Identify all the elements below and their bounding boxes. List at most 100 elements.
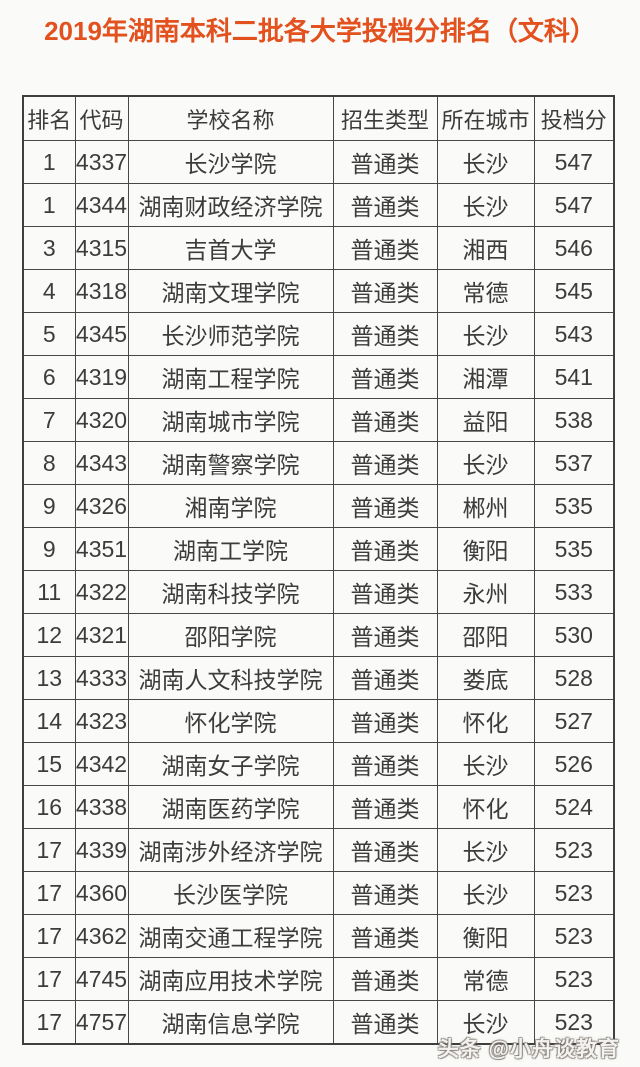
cell-rank: 16 [22,785,76,829]
cell-city: 衡阳 [436,914,535,958]
cell-city: 长沙 [436,742,535,786]
column-header: 招生类型 [332,95,438,141]
cell-rank: 17 [22,914,76,958]
cell-code: 4323 [74,699,129,743]
column-header: 所在城市 [436,95,535,141]
cell-score: 528 [533,656,615,700]
cell-rank: 1 [22,140,76,184]
cell-school: 湘南学院 [127,484,334,528]
cell-rank: 17 [22,1000,76,1045]
table-row: 9 4326 湘南学院 普通类 郴州 535 [22,484,615,528]
cell-city: 永州 [436,570,535,614]
cell-city: 长沙 [436,871,535,915]
cell-type: 普通类 [332,441,438,485]
cell-code: 4351 [74,527,129,571]
cell-score: 547 [533,183,615,227]
cell-type: 普通类 [332,226,438,270]
cell-city: 怀化 [436,785,535,829]
cell-school: 湖南工学院 [127,527,334,571]
cell-school: 湖南警察学院 [127,441,334,485]
table-row: 16 4338 湖南医药学院 普通类 怀化 524 [22,785,615,829]
cell-rank: 12 [22,613,76,657]
table-header-row: 排名 代码 学校名称 招生类型 所在城市 投档分 [22,95,615,141]
cell-type: 普通类 [332,570,438,614]
cell-city: 湘西 [436,226,535,270]
cell-city: 长沙 [436,441,535,485]
cell-school: 湖南医药学院 [127,785,334,829]
cell-type: 普通类 [332,742,438,786]
cell-city: 长沙 [436,828,535,872]
cell-code: 4333 [74,656,129,700]
cell-type: 普通类 [332,140,438,184]
table-row: 13 4333 湖南人文科技学院 普通类 娄底 528 [22,656,615,700]
table-row: 15 4342 湖南女子学院 普通类 长沙 526 [22,742,615,786]
cell-city: 长沙 [436,183,535,227]
cell-school: 湖南城市学院 [127,398,334,442]
cell-score: 527 [533,699,615,743]
cell-score: 523 [533,957,615,1001]
cell-school: 湖南工程学院 [127,355,334,399]
cell-city: 益阳 [436,398,535,442]
table-row: 17 4745 湖南应用技术学院 普通类 常德 523 [22,957,615,1001]
cell-school: 长沙师范学院 [127,312,334,356]
table-row: 8 4343 湖南警察学院 普通类 长沙 537 [22,441,615,485]
cell-type: 普通类 [332,527,438,571]
cell-score: 546 [533,226,615,270]
cell-code: 4342 [74,742,129,786]
cell-type: 普通类 [332,484,438,528]
cell-city: 郴州 [436,484,535,528]
table-row: 14 4323 怀化学院 普通类 怀化 527 [22,699,615,743]
table-row: 17 4362 湖南交通工程学院 普通类 衡阳 523 [22,914,615,958]
cell-school: 湖南应用技术学院 [127,957,334,1001]
cell-city: 长沙 [436,1000,535,1045]
table-body: 1 4337 长沙学院 普通类 长沙 547 1 4344 湖南财政经济学院 普通类 长沙 547 3 4… [22,140,615,1045]
cell-rank: 13 [22,656,76,700]
cell-score: 538 [533,398,615,442]
cell-school: 长沙学院 [127,140,334,184]
table-row: 17 4360 长沙医学院 普通类 长沙 523 [22,871,615,915]
table-row: 1 4337 长沙学院 普通类 长沙 547 [22,140,615,184]
cell-rank: 8 [22,441,76,485]
cell-rank: 14 [22,699,76,743]
score-table: 排名 代码 学校名称 招生类型 所在城市 投档分 1 4337 长沙学院 普通类 长沙 547 1 43… [22,95,615,1045]
cell-city: 湘潭 [436,355,535,399]
cell-school: 湖南女子学院 [127,742,334,786]
cell-score: 524 [533,785,615,829]
cell-school: 湖南人文科技学院 [127,656,334,700]
cell-school: 湖南涉外经济学院 [127,828,334,872]
table-row: 17 4757 湖南信息学院 普通类 长沙 523 [22,1000,615,1045]
table-row: 1 4344 湖南财政经济学院 普通类 长沙 547 [22,183,615,227]
cell-score: 530 [533,613,615,657]
cell-score: 535 [533,527,615,571]
cell-rank: 17 [22,871,76,915]
page-title: 2019年湖南本科二批各大学投档分排名（文科） [44,16,596,46]
cell-rank: 17 [22,957,76,1001]
cell-city: 娄底 [436,656,535,700]
column-header: 排名 [22,95,76,141]
cell-type: 普通类 [332,957,438,1001]
cell-code: 4339 [74,828,129,872]
column-header: 代码 [74,95,129,141]
cell-school: 吉首大学 [127,226,334,270]
cell-school: 湖南文理学院 [127,269,334,313]
cell-school: 邵阳学院 [127,613,334,657]
cell-code: 4320 [74,398,129,442]
cell-type: 普通类 [332,183,438,227]
cell-code: 4319 [74,355,129,399]
cell-school: 湖南信息学院 [127,1000,334,1045]
cell-type: 普通类 [332,1000,438,1045]
cell-city: 常德 [436,957,535,1001]
cell-type: 普通类 [332,914,438,958]
cell-code: 4315 [74,226,129,270]
watermark: 头条 @小舟谈教育 [437,1038,620,1061]
cell-code: 4338 [74,785,129,829]
cell-score: 545 [533,269,615,313]
cell-type: 普通类 [332,269,438,313]
table-row: 3 4315 吉首大学 普通类 湘西 546 [22,226,615,270]
table-row: 11 4322 湖南科技学院 普通类 永州 533 [22,570,615,614]
table-row: 12 4321 邵阳学院 普通类 邵阳 530 [22,613,615,657]
cell-rank: 1 [22,183,76,227]
cell-city: 长沙 [436,312,535,356]
cell-type: 普通类 [332,312,438,356]
cell-rank: 6 [22,355,76,399]
